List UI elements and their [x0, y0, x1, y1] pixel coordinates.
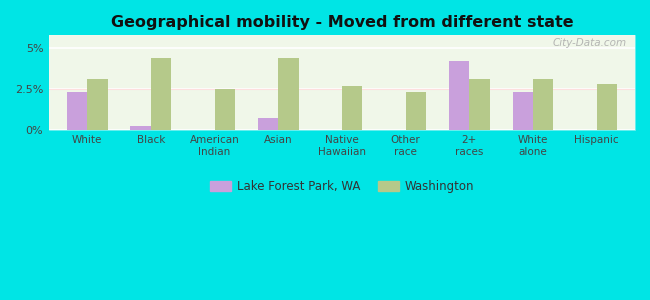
Bar: [513, 92, 533, 130]
Text: City-Data.com: City-Data.com: [552, 38, 626, 48]
Bar: [131, 126, 151, 130]
Bar: [449, 61, 469, 130]
Title: Geographical mobility - Moved from different state: Geographical mobility - Moved from diffe…: [111, 15, 573, 30]
Bar: [533, 79, 553, 130]
Bar: [342, 86, 362, 130]
Bar: [151, 58, 171, 130]
Bar: [87, 79, 107, 130]
Bar: [214, 89, 235, 130]
Bar: [597, 84, 617, 130]
Legend: Lake Forest Park, WA, Washington: Lake Forest Park, WA, Washington: [205, 175, 479, 198]
Bar: [258, 118, 278, 130]
Bar: [469, 79, 489, 130]
Bar: [278, 58, 298, 130]
Bar: [406, 92, 426, 130]
Bar: [67, 92, 87, 130]
